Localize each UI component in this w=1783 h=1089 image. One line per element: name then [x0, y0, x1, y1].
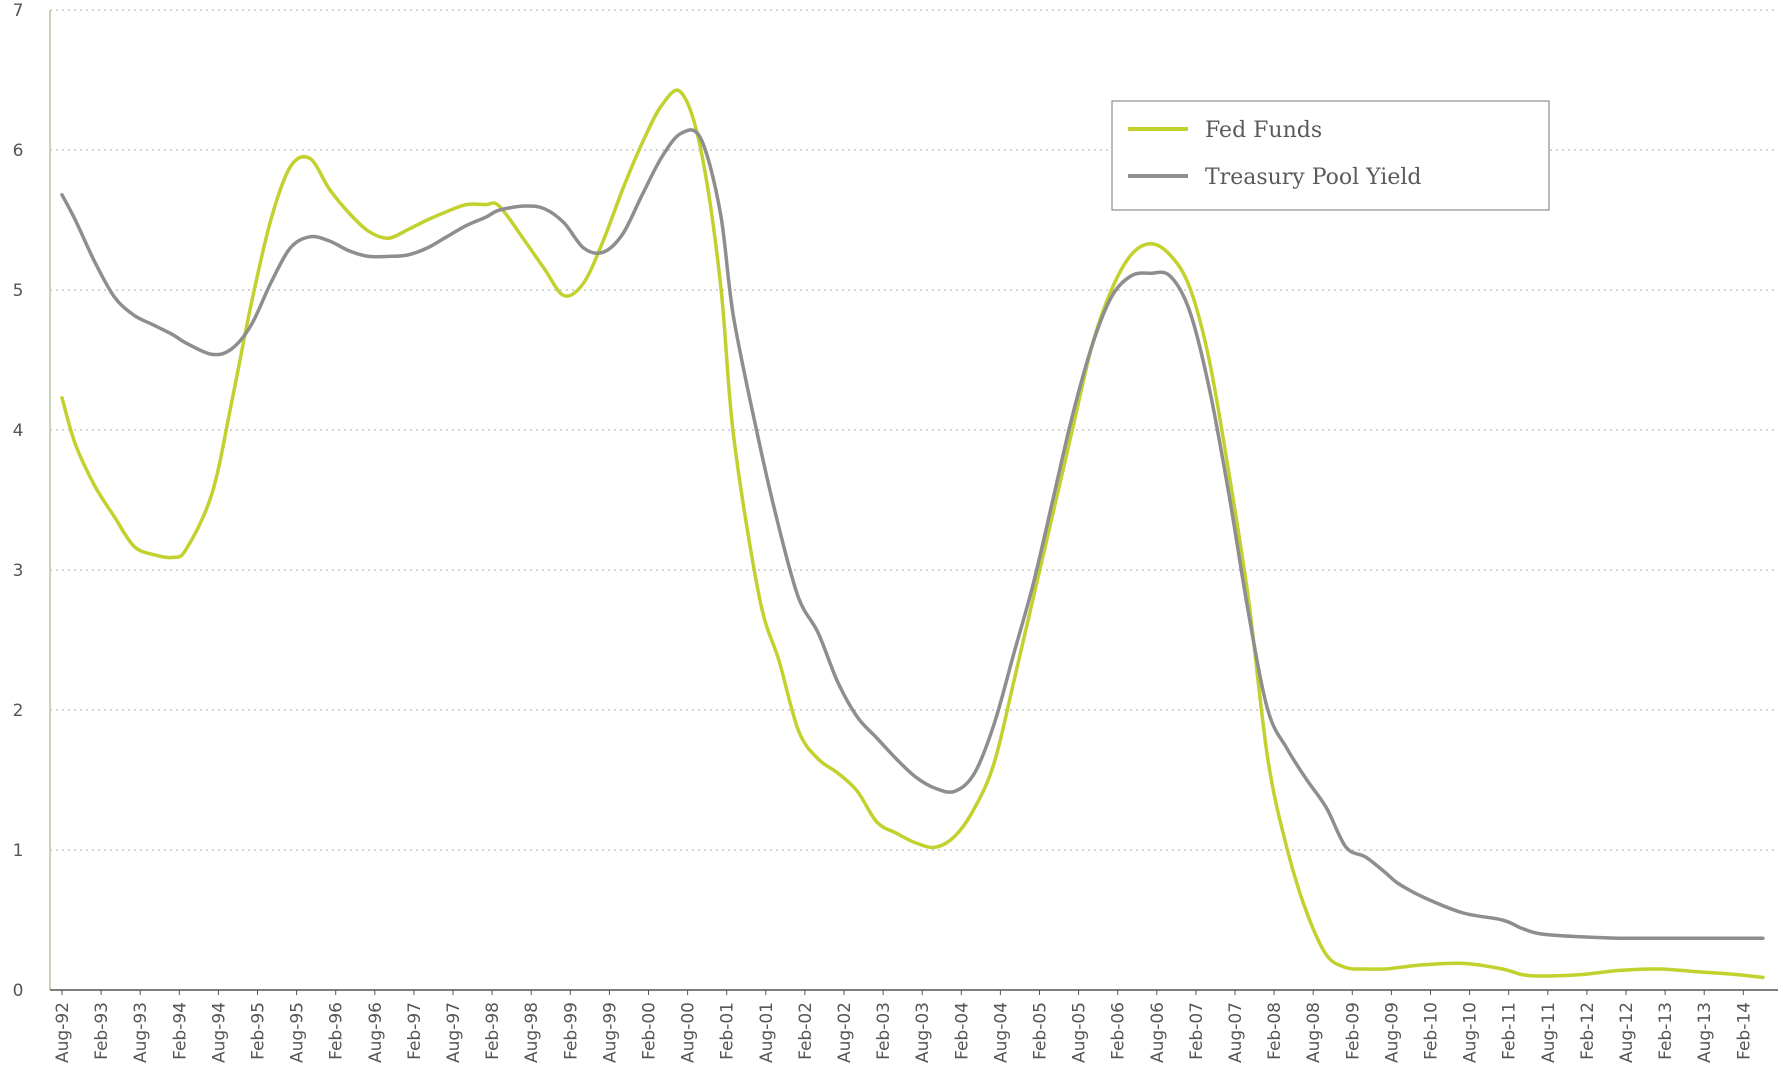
- y-tick-label: 2: [13, 701, 24, 721]
- x-tick-label: Feb-98: [483, 1002, 503, 1060]
- x-tick-label: Feb-11: [1500, 1002, 1520, 1060]
- x-tick-label: Feb-05: [1031, 1002, 1051, 1060]
- x-tick-label: Feb-04: [952, 1002, 972, 1060]
- x-tick-label: Feb-96: [327, 1002, 347, 1060]
- x-tick-label: Aug-13: [1695, 1002, 1715, 1063]
- x-tick-label: Aug-04: [991, 1002, 1011, 1063]
- x-tick-label: Feb-02: [796, 1002, 816, 1060]
- x-tick-label: Feb-12: [1578, 1002, 1598, 1060]
- x-tick-label: Feb-94: [170, 1002, 190, 1060]
- series-line-fed-funds: [60, 88, 1765, 980]
- x-tick-label: Feb-09: [1343, 1002, 1363, 1060]
- x-tick-label: Feb-95: [249, 1002, 269, 1060]
- y-tick-label: 4: [13, 421, 24, 441]
- x-tick-label: Feb-93: [92, 1002, 112, 1060]
- x-tick-label: Aug-93: [131, 1002, 151, 1063]
- y-tick-label: 0: [13, 981, 24, 1001]
- x-tick-label: Feb-06: [1109, 1002, 1129, 1060]
- series-line-treasury-pool-yield: [60, 128, 1765, 941]
- x-tick-label: Aug-11: [1539, 1002, 1559, 1063]
- series-lines: [60, 88, 1765, 980]
- legend-label-treasury-pool-yield: Treasury Pool Yield: [1205, 165, 1421, 190]
- x-tick-label: Aug-92: [53, 1002, 73, 1063]
- y-tick-label: 7: [13, 1, 24, 21]
- x-tick-label: Feb-99: [561, 1002, 581, 1060]
- x-tick-label: Feb-10: [1422, 1002, 1442, 1060]
- x-tick-label: Aug-95: [288, 1002, 308, 1063]
- x-tick-label: Feb-13: [1656, 1002, 1676, 1060]
- grid-lines: [50, 9, 1778, 851]
- y-tick-label: 3: [13, 561, 24, 581]
- legend: Fed Funds Treasury Pool Yield: [1111, 100, 1550, 211]
- x-tick-label: Aug-06: [1148, 1002, 1168, 1063]
- x-tick-label: Aug-08: [1304, 1002, 1324, 1063]
- x-axis-ticks: Aug-92 Feb-93 Aug-93 Feb-94 Aug-94 Feb-95 Aug-…: [53, 990, 1754, 1063]
- x-tick-label: Aug-07: [1226, 1002, 1246, 1063]
- x-tick-label: Feb-03: [874, 1002, 894, 1060]
- x-tick-label: Aug-10: [1461, 1002, 1481, 1063]
- legend-label-fed-funds: Fed Funds: [1205, 118, 1322, 143]
- x-tick-label: Aug-97: [444, 1002, 464, 1063]
- x-tick-label: Aug-98: [522, 1002, 542, 1063]
- x-tick-label: Feb-14: [1734, 1002, 1754, 1060]
- x-tick-label: Feb-00: [640, 1002, 660, 1060]
- x-tick-label: Aug-03: [913, 1002, 933, 1063]
- x-tick-label: Aug-02: [835, 1002, 855, 1063]
- x-tick-label: Aug-09: [1382, 1002, 1402, 1063]
- legend-box: [1111, 100, 1550, 211]
- x-tick-label: Feb-07: [1187, 1002, 1207, 1060]
- y-tick-label: 6: [13, 141, 24, 161]
- x-tick-label: Aug-96: [366, 1002, 386, 1063]
- x-tick-label: Feb-08: [1265, 1002, 1285, 1060]
- y-tick-label: 5: [13, 281, 24, 301]
- y-axis-ticks: 0 1 2 3 4 5 6 7: [13, 1, 24, 1001]
- x-tick-label: Aug-94: [209, 1002, 229, 1063]
- x-tick-label: Aug-01: [757, 1002, 777, 1063]
- x-tick-label: Aug-05: [1070, 1002, 1090, 1063]
- y-tick-label: 1: [13, 841, 24, 861]
- x-tick-label: Aug-99: [600, 1002, 620, 1063]
- x-tick-label: Feb-97: [405, 1002, 425, 1060]
- x-tick-label: Aug-00: [679, 1002, 699, 1063]
- x-tick-label: Aug-12: [1617, 1002, 1637, 1063]
- x-tick-label: Feb-01: [718, 1002, 738, 1060]
